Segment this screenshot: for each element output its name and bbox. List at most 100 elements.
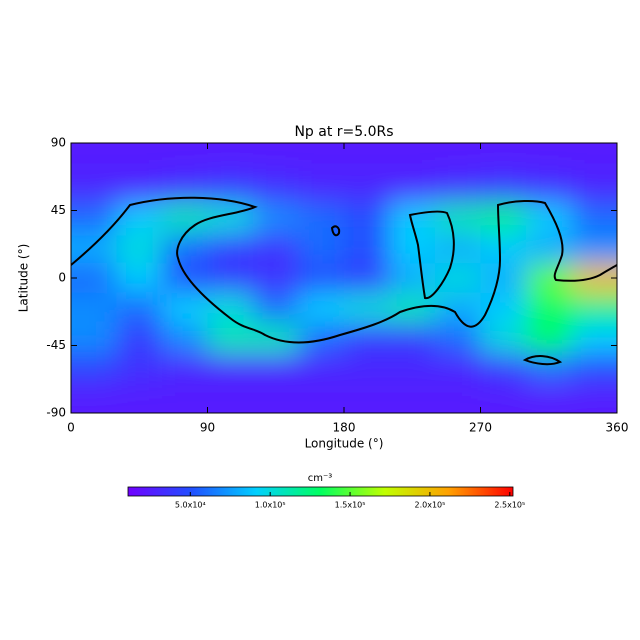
heatmap-cell: [298, 143, 345, 174]
heatmap-cell: [298, 323, 345, 354]
heatmap-cell: [253, 203, 300, 234]
heatmap-cell: [344, 383, 391, 413]
heatmap-cell: [71, 293, 118, 324]
heatmap-cell: [298, 353, 345, 384]
heatmap-cell: [207, 383, 254, 413]
heatmap-cell: [435, 353, 482, 384]
chart-title: Np at r=5.0Rs: [294, 124, 393, 140]
heatmap-cell: [344, 233, 391, 264]
heatmap-cell: [298, 383, 345, 413]
heatmap-cell: [526, 263, 573, 294]
heatmap-cell: [71, 323, 118, 354]
heatmap-cell: [298, 203, 345, 234]
heatmap-cell: [480, 143, 527, 174]
heatmap-cell: [344, 203, 391, 234]
heatmap-cell: [526, 203, 573, 234]
heatmap-cell: [480, 323, 527, 354]
heatmap-cell: [253, 173, 300, 204]
heatmap-cell: [389, 353, 436, 384]
colorbar-tick-label: 1.5x10⁵: [335, 501, 366, 510]
heatmap-cell: [480, 203, 527, 234]
heatmap-cell: [571, 203, 617, 234]
heatmap-cell: [571, 263, 617, 294]
colorbar-tick-label: 1.0x10⁵: [255, 501, 286, 510]
heatmap-cell: [162, 263, 209, 294]
heatmap-cell: [526, 383, 573, 413]
heatmap-cell: [116, 203, 163, 234]
y-tick-label: -90: [46, 406, 66, 420]
heatmap-cell: [480, 383, 527, 413]
heatmap-cell: [162, 383, 209, 413]
x-tick-label: 180: [333, 421, 356, 435]
heatmap-cell: [298, 263, 345, 294]
heatmap-cell: [435, 263, 482, 294]
heatmap-cell: [344, 293, 391, 324]
heatmap-cell: [116, 383, 163, 413]
contour: [71, 196, 617, 344]
heatmap-cell: [116, 293, 163, 324]
heatmap-cell: [344, 263, 391, 294]
heatmap-cell: [344, 353, 391, 384]
x-tick-label: 270: [469, 421, 492, 435]
y-tick-label: 90: [51, 136, 66, 150]
contour: [408, 210, 455, 300]
heatmap-cell: [162, 233, 209, 264]
heatmap-cell: [162, 143, 209, 174]
heatmap-cell: [207, 143, 254, 174]
heatmap-cell: [116, 233, 163, 264]
heatmap-cell: [389, 263, 436, 294]
colorbar-tick-label: 5.0x10⁴: [175, 501, 206, 510]
x-tick-label: 90: [200, 421, 215, 435]
heatmap-cell: [253, 353, 300, 384]
heatmap-cell: [526, 173, 573, 204]
heatmap-cell: [116, 173, 163, 204]
x-axis-label: Longitude (°): [305, 437, 384, 451]
heatmap-cell: [389, 143, 436, 174]
heatmap-cell: [116, 263, 163, 294]
heatmap-cell: [389, 173, 436, 204]
heatmap-cell: [207, 233, 254, 264]
heatmap-cell: [571, 143, 617, 174]
heatmap-cell: [526, 323, 573, 354]
heatmap-cell: [116, 353, 163, 384]
heatmap-cell: [435, 383, 482, 413]
heatmap-cell: [435, 173, 482, 204]
heatmap-cell: [435, 293, 482, 324]
heatmap-cell: [480, 263, 527, 294]
heatmap-cell: [71, 173, 118, 204]
heatmap-cell: [116, 323, 163, 354]
colorbar-bar: [127, 486, 514, 497]
heatmap-cell: [571, 233, 617, 264]
heatmap-cell: [571, 353, 617, 384]
heatmap-cell: [253, 143, 300, 174]
cells: [71, 143, 617, 413]
heatmap-cell: [253, 233, 300, 264]
contour: [522, 355, 563, 366]
heatmap-cell: [344, 173, 391, 204]
colorbar-tick-label: 2.5x10⁵: [494, 501, 525, 510]
heatmap-cell: [344, 323, 391, 354]
colorbar: 5.0x10⁴ 1.0x10⁵ 1.5x10⁵ 2.0x10⁵ 2.5x10⁵: [127, 486, 525, 510]
heatmap-cell: [480, 173, 527, 204]
heatmap-cell: [526, 293, 573, 324]
heatmap-cell: [435, 143, 482, 174]
field: [71, 143, 617, 413]
heatmap-cell: [435, 323, 482, 354]
y-tick-label: 0: [58, 271, 66, 285]
heatmap-cell: [207, 353, 254, 384]
heatmap-cell: [298, 293, 345, 324]
heatmap-cell: [71, 353, 118, 384]
heatmap-cell: [526, 233, 573, 264]
heatmap-cell: [253, 293, 300, 324]
x-tick-label: 0: [67, 421, 75, 435]
heatmap-cell: [435, 203, 482, 234]
y-tick-label: -45: [46, 338, 66, 352]
heatmap-cell: [480, 353, 527, 384]
heatmap-cell: [298, 233, 345, 264]
heatmap-cell: [389, 323, 436, 354]
heatmap-cell: [253, 263, 300, 294]
heatmap-cell: [207, 203, 254, 234]
contour: [330, 225, 341, 237]
